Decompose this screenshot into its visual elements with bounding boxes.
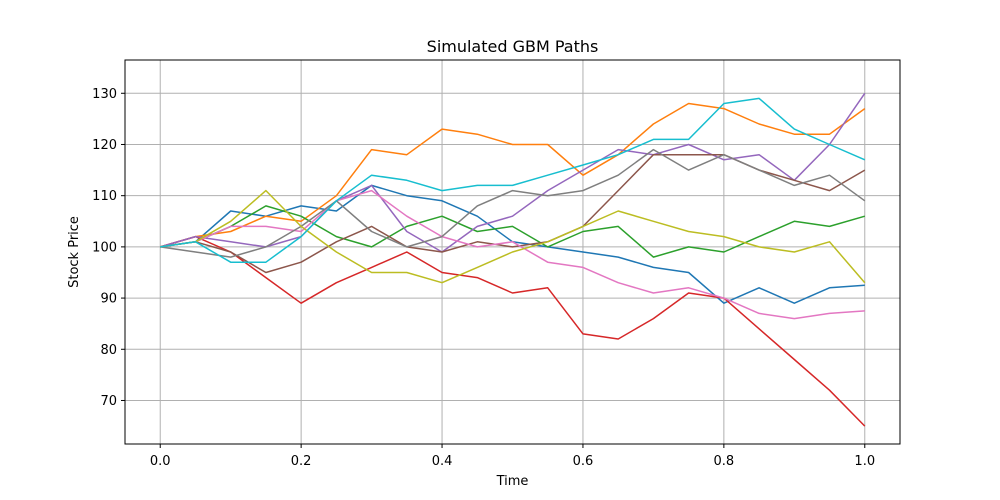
x-tick-label: 0.0 <box>150 454 171 469</box>
y-tick-label: 110 <box>92 189 117 204</box>
y-tick-label: 80 <box>100 343 117 358</box>
series-line-7 <box>160 189 865 320</box>
series-line-5 <box>159 92 866 253</box>
y-tick-label: 130 <box>92 87 117 102</box>
x-tick-label: 0.2 <box>291 454 312 469</box>
series-line-6 <box>160 153 866 274</box>
series-line-9 <box>160 189 866 284</box>
series-line-4 <box>159 235 866 427</box>
series-line-3 <box>160 205 866 258</box>
x-tick-label: 0.8 <box>714 454 735 469</box>
y-tick-label: 70 <box>100 394 117 409</box>
series-line-10 <box>160 97 866 263</box>
y-tick-label: 90 <box>100 292 117 307</box>
series-line-2 <box>159 102 866 248</box>
y-tick-label: 100 <box>92 240 117 255</box>
plot-frame <box>124 59 901 445</box>
x-tick-label: 0.6 <box>573 454 594 469</box>
y-tick-label: 120 <box>92 138 117 153</box>
x-axis-label: Time <box>496 474 529 489</box>
series-line-8 <box>160 148 866 258</box>
y-axis-label: Stock Price <box>67 216 82 288</box>
series-layer <box>159 92 866 427</box>
x-tick-label: 1.0 <box>854 454 875 469</box>
tick-layer: 0.0 0.2 0.4 0.6 0.8 1.0 70 80 90 100 110 120 130 <box>92 87 875 469</box>
x-tick-label: 0.4 <box>432 454 453 469</box>
series-line-1 <box>160 184 865 304</box>
chart-title: Simulated GBM Paths <box>427 37 599 56</box>
